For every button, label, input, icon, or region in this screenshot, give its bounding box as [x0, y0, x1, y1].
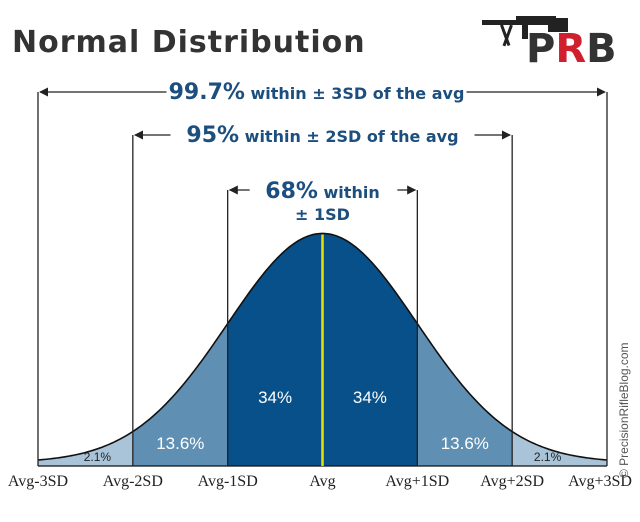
region-label-5: 13.6%	[441, 434, 489, 453]
logo: PRB	[482, 16, 617, 72]
region-label-1: 2.1%	[84, 450, 112, 464]
svg-text:PRB: PRB	[526, 26, 617, 72]
tick-label-5: Avg+2SD	[480, 473, 544, 490]
region-labels: 2.1% 13.6% 34% 34% 13.6% 2.1%	[84, 388, 562, 464]
region-2	[132, 323, 228, 466]
region-label-4: 34%	[353, 388, 387, 407]
tick-label-3: Avg	[309, 473, 335, 490]
annotation-2sd: 95% within ± 2SD of the avg	[133, 123, 512, 148]
annotation-text: 99.7% within ± 3SD of the avg	[169, 80, 465, 105]
tick-label-1: Avg-2SD	[103, 473, 163, 490]
region-5	[417, 323, 513, 466]
sd-boundary-lines	[37, 92, 608, 466]
annotation-text: 68% within	[265, 179, 379, 204]
annotation-subtext: ± 1SD	[295, 205, 350, 224]
chart-title: Normal Distribution	[12, 25, 366, 60]
region-4	[322, 233, 418, 466]
region-label-6: 2.1%	[534, 450, 562, 464]
tick-label-4: Avg+1SD	[385, 473, 449, 490]
logo-letter-p: P	[526, 26, 555, 72]
x-tick-labels: Avg-3SD Avg-2SD Avg-1SD Avg Avg+1SD Avg+2SD Av…	[8, 473, 632, 490]
rifle-silhouette-icon	[482, 16, 568, 47]
region-label-3: 34%	[258, 388, 292, 407]
tick-label-6: Avg+3SD	[568, 473, 632, 490]
logo-letter-b: B	[586, 26, 617, 72]
annotation-3sd: 99.7% within ± 3SD of the avg	[39, 80, 606, 105]
range-annotations: 99.7% within ± 3SD of the avg 95% within …	[39, 80, 606, 224]
annotation-text: 95% within ± 2SD of the avg	[186, 123, 458, 148]
annotation-1sd: 68% within± 1SD	[228, 179, 417, 224]
logo-letter-r: R	[555, 26, 586, 72]
watermark-text: © PrecisionRifleBlog.com	[617, 342, 631, 478]
region-label-2: 13.6%	[156, 434, 204, 453]
region-3	[227, 233, 323, 466]
tick-label-2: Avg-1SD	[198, 473, 258, 490]
tick-label-0: Avg-3SD	[8, 473, 68, 490]
